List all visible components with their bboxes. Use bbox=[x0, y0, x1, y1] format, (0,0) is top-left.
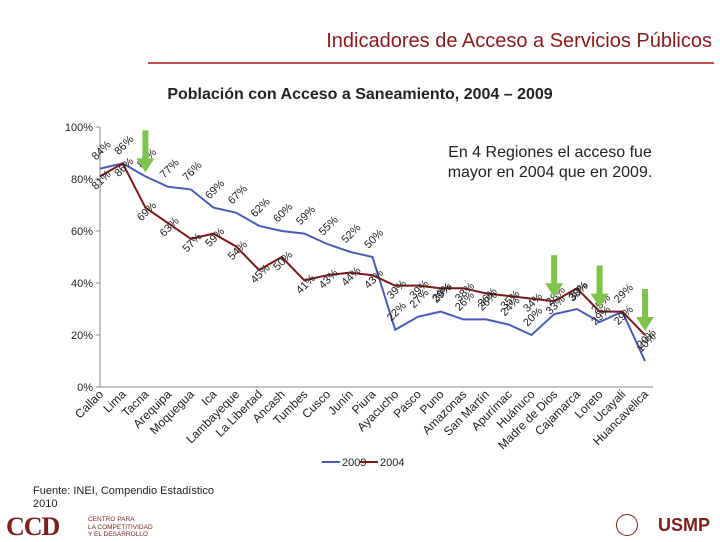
data-label-2009: 76% bbox=[180, 159, 204, 183]
source-line-1: Fuente: INEI, Compendio Estadístico bbox=[33, 485, 214, 497]
source-note: Fuente: INEI, Compendio Estadístico 2010 bbox=[33, 485, 214, 511]
highlight-arrows bbox=[136, 130, 654, 331]
data-label-2009: 59% bbox=[294, 204, 318, 228]
line-chart: 0% 20% 40% 60% 80% 100% CallaoLimaTacnaArequi… bbox=[65, 122, 659, 469]
y-tick-label: 60% bbox=[71, 226, 93, 238]
y-tick-label: 20% bbox=[71, 330, 93, 342]
data-label-2009: 62% bbox=[249, 196, 273, 220]
data-label-2009: 22% bbox=[385, 300, 409, 324]
chart-legend: 2009 2004 bbox=[322, 457, 404, 469]
callout-text: En 4 Regiones el acceso fue mayor en 200… bbox=[447, 144, 653, 181]
ccd-tagline: CENTRO PARA LA COMPETITIVIDAD Y EL DESAR… bbox=[88, 516, 153, 539]
page-title: Indicadores de Acceso a Servicios Públic… bbox=[326, 30, 712, 52]
data-label-2009: 69% bbox=[203, 178, 227, 202]
data-label-2004: 20% bbox=[635, 327, 659, 351]
data-label-2004: 38% bbox=[430, 280, 454, 304]
data-label-2009: 84% bbox=[90, 139, 114, 163]
ccd-tagline-2: LA COMPETITIVIDAD bbox=[88, 523, 153, 531]
usmp-seal-icon bbox=[616, 514, 638, 536]
data-label-2009: 29% bbox=[612, 282, 636, 306]
ccd-tagline-1: CENTRO PARA bbox=[88, 516, 135, 523]
highlight-arrow-icon bbox=[636, 289, 654, 331]
data-label-2004: 86% bbox=[112, 155, 136, 179]
data-label-2009: 55% bbox=[317, 214, 341, 238]
highlight-arrow-icon bbox=[590, 265, 609, 308]
y-tick-label: 80% bbox=[71, 174, 93, 186]
data-label-2009: 67% bbox=[226, 183, 250, 207]
ccd-tagline-3: Y EL DESARROLLO bbox=[88, 531, 148, 538]
chart-title: Población con Acceso a Saneamiento, 2004… bbox=[167, 86, 553, 103]
y-tick-label: 100% bbox=[65, 122, 93, 134]
highlight-arrow-icon bbox=[545, 255, 564, 298]
data-label-2004: 44% bbox=[339, 265, 363, 289]
legend-label-2009: 2009 bbox=[342, 457, 366, 469]
y-tick-label: 0% bbox=[77, 382, 93, 394]
data-label-2009: 52% bbox=[339, 222, 363, 246]
data-label-2009: 60% bbox=[271, 201, 295, 225]
x-tick-label: Junín bbox=[325, 387, 356, 418]
ccd-logo: CCD bbox=[6, 512, 60, 541]
series-line-2009 bbox=[99, 162, 646, 362]
data-label-2004: 45% bbox=[249, 262, 273, 286]
data-label-2004: 41% bbox=[294, 272, 318, 296]
series-line-2004 bbox=[99, 162, 646, 336]
data-label-2009: 77% bbox=[158, 157, 182, 181]
data-label-2004: 50% bbox=[271, 249, 295, 273]
data-label-2004: 69% bbox=[135, 200, 159, 224]
data-label-2004: 43% bbox=[317, 267, 341, 291]
usmp-logo: USMP bbox=[657, 515, 710, 535]
data-label-2004: 29% bbox=[612, 304, 636, 328]
footer bbox=[0, 510, 720, 540]
data-label-2004: 81% bbox=[90, 168, 114, 192]
data-label-2004: 36% bbox=[476, 285, 500, 309]
y-tick-labels: 0% 20% 40% 60% 80% 100% bbox=[65, 122, 100, 394]
data-label-2004: 35% bbox=[498, 288, 522, 312]
y-tick-label: 40% bbox=[71, 278, 93, 290]
data-label-2004: 59% bbox=[203, 226, 227, 250]
title-underline bbox=[148, 62, 714, 64]
data-label-2009: 50% bbox=[362, 227, 386, 251]
data-label-2009: 86% bbox=[112, 133, 136, 157]
legend-label-2004: 2004 bbox=[380, 457, 404, 469]
data-label-2004: 38% bbox=[567, 280, 591, 304]
source-line-2: 2010 bbox=[33, 498, 58, 510]
series-lines bbox=[99, 162, 646, 362]
chart-axes bbox=[99, 127, 653, 388]
data-label-2004: 39% bbox=[385, 278, 409, 302]
highlight-arrow-icon bbox=[136, 130, 155, 173]
